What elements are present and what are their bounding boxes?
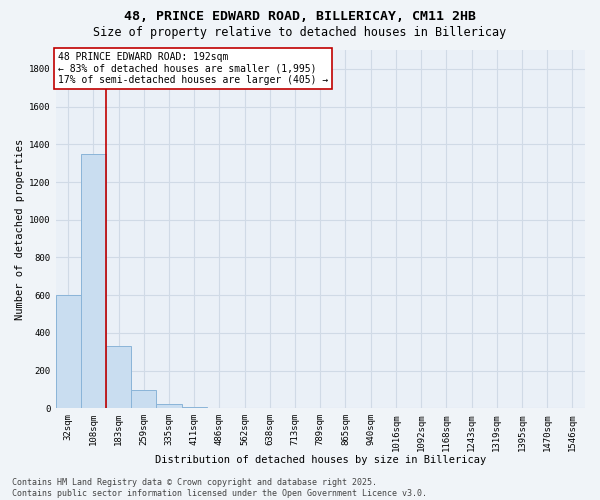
Y-axis label: Number of detached properties: Number of detached properties [15, 138, 25, 320]
Text: 48, PRINCE EDWARD ROAD, BILLERICAY, CM11 2HB: 48, PRINCE EDWARD ROAD, BILLERICAY, CM11… [124, 10, 476, 23]
Bar [157, 404, 182, 408]
Text: Size of property relative to detached houses in Billericay: Size of property relative to detached ho… [94, 26, 506, 39]
Text: Contains HM Land Registry data © Crown copyright and database right 2025.
Contai: Contains HM Land Registry data © Crown c… [12, 478, 427, 498]
Text: 48 PRINCE EDWARD ROAD: 192sqm
← 83% of detached houses are smaller (1,995)
17% o: 48 PRINCE EDWARD ROAD: 192sqm ← 83% of d… [58, 52, 328, 85]
Bar [106, 346, 131, 408]
X-axis label: Distribution of detached houses by size in Billericay: Distribution of detached houses by size … [155, 455, 486, 465]
Bar [56, 295, 81, 408]
Bar [81, 154, 106, 408]
Bar [131, 390, 157, 408]
